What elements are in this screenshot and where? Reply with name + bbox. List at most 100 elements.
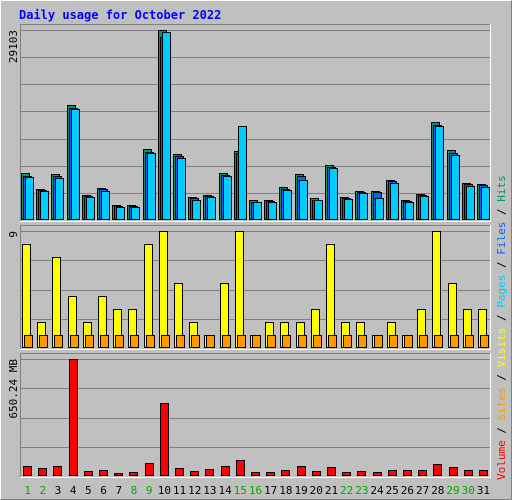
bar-sites-26	[404, 335, 413, 348]
x-label-2: 2	[39, 484, 46, 497]
bar-sites-25	[389, 335, 398, 348]
series-volume	[23, 359, 488, 476]
bar-pages-20	[314, 200, 323, 220]
legend-item-volume: Volume	[495, 440, 508, 480]
bar-pages-1	[25, 177, 34, 220]
bar-pages-22	[344, 199, 353, 220]
bar-visits-28	[432, 231, 441, 348]
bar-sites-2	[39, 335, 48, 348]
bar-volume-23	[357, 471, 366, 476]
bar-volume-6	[99, 470, 108, 476]
bar-pages-31	[481, 187, 490, 220]
legend-separator: /	[495, 255, 508, 275]
x-axis-labels: 1 2 3 4 5 6 7 8 9 10 11 12 13 14 15 16 17 18 19 20 21 22 23 24 2…	[24, 484, 490, 497]
x-label-18: 18	[279, 484, 292, 497]
bar-volume-26	[403, 470, 412, 476]
legend-item-pages: Pages	[495, 275, 508, 308]
bar-pages-10	[162, 32, 171, 220]
bar-pages-28	[435, 126, 444, 220]
bar-sites-8	[130, 335, 139, 348]
bar-sites-14	[222, 335, 231, 348]
panel-volume-max-label: 650.24 MB	[7, 359, 20, 419]
x-label-14: 14	[218, 484, 232, 497]
x-label-26: 26	[401, 484, 414, 497]
bar-pages-25	[390, 183, 399, 220]
x-label-1: 1	[24, 484, 31, 497]
bar-sites-20	[313, 335, 322, 348]
chart-panels: 29103 9 650.24 MB	[7, 24, 491, 478]
x-label-7: 7	[115, 484, 122, 497]
bar-volume-14	[221, 466, 230, 476]
x-label-5: 5	[85, 484, 92, 497]
bar-volume-1	[23, 466, 32, 476]
bar-sites-5	[85, 335, 94, 348]
bar-volume-16	[251, 472, 260, 476]
bar-sites-7	[115, 335, 124, 348]
bar-pages-16	[253, 202, 262, 220]
x-label-3: 3	[55, 484, 62, 497]
bar-sites-16	[252, 335, 261, 348]
bar-sites-10	[161, 335, 170, 348]
x-label-24: 24	[370, 484, 384, 497]
bar-pages-17	[268, 202, 277, 220]
bar-pages-19	[299, 180, 308, 220]
bar-volume-15	[236, 460, 245, 476]
bar-pages-11	[177, 158, 186, 220]
bar-volume-27	[418, 470, 427, 476]
bar-pages-21	[329, 168, 338, 220]
bar-pages-18	[283, 190, 292, 220]
bar-sites-13	[206, 335, 215, 348]
x-label-17: 17	[264, 484, 277, 497]
bar-pages-6	[101, 191, 110, 220]
panel-hits: 29103	[7, 24, 491, 222]
legend-separator: /	[495, 420, 508, 440]
series-sites	[24, 335, 489, 348]
x-label-30: 30	[462, 484, 475, 497]
bar-volume-3	[53, 466, 62, 476]
bar-sites-3	[54, 335, 63, 348]
x-label-28: 28	[431, 484, 444, 497]
x-label-9: 9	[146, 484, 153, 497]
legend-separator: /	[495, 367, 508, 387]
x-label-16: 16	[249, 484, 262, 497]
bar-pages-27	[420, 196, 429, 220]
x-label-22: 22	[340, 484, 353, 497]
bar-volume-10	[160, 403, 169, 476]
bar-visits-15	[235, 231, 244, 348]
bar-sites-24	[374, 335, 383, 348]
bar-visits-21	[326, 244, 335, 348]
x-label-6: 6	[100, 484, 107, 497]
bar-sites-17	[267, 335, 276, 348]
bar-volume-29	[449, 467, 458, 476]
bar-visits-3	[52, 257, 61, 348]
bar-visits-9	[144, 244, 153, 348]
bar-sites-4	[70, 335, 79, 348]
bar-volume-31	[479, 470, 488, 476]
x-label-29: 29	[446, 484, 459, 497]
x-label-23: 23	[355, 484, 368, 497]
bar-pages-9	[147, 153, 156, 220]
bar-volume-17	[266, 472, 275, 476]
bar-pages-12	[192, 200, 201, 220]
x-label-21: 21	[325, 484, 338, 497]
x-label-11: 11	[173, 484, 186, 497]
legend-item-files: Files	[495, 222, 508, 255]
x-label-10: 10	[158, 484, 171, 497]
bar-sites-1	[24, 335, 33, 348]
bar-sites-28	[434, 335, 443, 348]
bar-volume-22	[342, 472, 351, 476]
series-pages	[25, 32, 490, 220]
bar-pages-3	[55, 178, 64, 220]
bar-sites-22	[343, 335, 352, 348]
panel-volume-box	[20, 353, 491, 478]
x-label-15: 15	[234, 484, 247, 497]
bar-volume-18	[281, 470, 290, 476]
bar-pages-30	[466, 186, 475, 220]
bar-pages-13	[207, 197, 216, 220]
panel-visits-max-label: 9	[7, 231, 20, 238]
bar-sites-29	[450, 335, 459, 348]
bar-pages-14	[223, 176, 232, 220]
bar-sites-15	[237, 335, 246, 348]
x-label-12: 12	[188, 484, 201, 497]
legend-separator: /	[495, 308, 508, 328]
